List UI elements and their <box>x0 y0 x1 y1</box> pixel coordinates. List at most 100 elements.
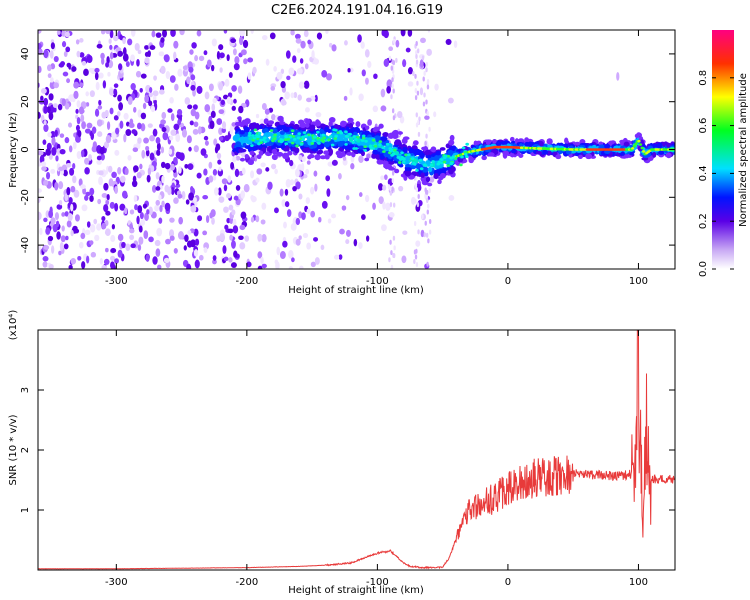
spectrogram-cell <box>77 130 82 138</box>
spectrogram-cell <box>366 153 371 159</box>
spectrogram-cell <box>383 30 389 39</box>
spectrogram-cell <box>216 51 221 60</box>
spectrogram-cell <box>619 139 626 144</box>
spectrogram-cell <box>135 70 142 78</box>
x-tick-label: -200 <box>236 276 259 287</box>
spectrogram-cell <box>321 133 326 137</box>
spectrogram-cell <box>256 154 262 160</box>
spectrogram-cell <box>164 162 171 170</box>
spectrogram-cell <box>423 92 426 98</box>
spectrogram-cell <box>634 142 638 146</box>
spectrogram-cell <box>351 141 356 144</box>
spectrogram-cell <box>192 104 198 110</box>
spectrogram-cell <box>235 121 240 126</box>
spectrogram-cell <box>271 163 277 170</box>
spectrogram-cell <box>66 187 71 196</box>
spectrogram-cell <box>154 204 160 212</box>
spectrogram-cell <box>163 257 170 263</box>
colorbar-label: Normalized spectral amplitude <box>738 73 749 227</box>
spectrogram-cell <box>81 261 86 269</box>
spectrogram-cell <box>232 225 239 234</box>
spectrogram-cell <box>263 140 267 144</box>
spectrogram-cell <box>423 164 428 168</box>
spectrogram-cell <box>333 137 338 140</box>
spectrogram-cell <box>144 94 149 103</box>
spectrogram-cell <box>297 132 301 136</box>
spectrogram-cell <box>407 30 413 37</box>
spectrogram-cell <box>222 245 227 254</box>
spectrogram-cell <box>352 135 357 138</box>
spectrogram-cell <box>72 163 76 170</box>
spectrogram-cell <box>380 88 386 98</box>
spectrogram-cell <box>355 121 361 128</box>
spectrogram-cell <box>285 178 291 188</box>
spectrogram-cell <box>218 196 225 203</box>
spectrogram-cell <box>316 136 320 140</box>
y-tick-label: 3 <box>20 387 31 393</box>
spectrogram-cell <box>358 155 364 163</box>
spectrogram-cell <box>419 59 424 68</box>
spectrogram-cell <box>133 106 137 113</box>
spectrogram-cell <box>640 146 644 150</box>
spectrogram-cell <box>273 133 277 137</box>
spectrogram-cell <box>425 176 431 183</box>
spectrogram-cell <box>285 50 291 59</box>
spectrogram-cell <box>391 108 395 114</box>
spectrogram-cell <box>139 163 143 170</box>
spectrogram-cell <box>320 244 325 250</box>
spectrogram-cell <box>182 65 188 71</box>
spectrogram-cell <box>426 209 429 215</box>
spectrogram-cell <box>50 168 56 174</box>
spectrogram-cell <box>83 68 89 77</box>
spectrogram-cell <box>306 208 311 214</box>
spectrogram-cell <box>263 132 270 138</box>
colorbar-tick-label: 0.4 <box>698 165 709 181</box>
spectrogram-cell <box>451 155 456 159</box>
spectrogram-cell <box>105 135 112 144</box>
spectrogram-cell <box>61 30 66 37</box>
spectrogram-cell <box>385 202 391 211</box>
spectrogram-cell <box>473 140 478 146</box>
spectrogram-cell <box>400 155 404 159</box>
spectrogram-cell <box>276 125 284 131</box>
spectrogram-cell <box>401 255 407 264</box>
spectrogram-cells <box>38 30 675 269</box>
spectrogram-cell <box>392 115 396 121</box>
x-tick-label: -100 <box>366 577 389 588</box>
spectrogram-cell <box>155 248 161 257</box>
spectrogram-cell <box>284 142 289 146</box>
spectrogram-cell <box>107 71 111 77</box>
spectrogram-cell <box>109 201 115 209</box>
spectrogram-cell <box>405 47 411 53</box>
spectrogram-cell <box>230 38 237 44</box>
spectrogram-cell <box>140 218 146 226</box>
spectrogram-cell <box>62 169 68 177</box>
spectrogram-cell <box>160 37 165 43</box>
spectrogram-cell <box>79 38 84 43</box>
spectrogram-cell <box>106 194 110 201</box>
spectrogram-cell <box>169 97 174 104</box>
spectrogram-cell <box>429 163 434 167</box>
spectrogram-cell <box>527 141 534 148</box>
spectrogram-cell <box>259 141 264 144</box>
colorbar: 0.0 0.2 0.4 0.6 0.8 Normalized spectral ampl… <box>698 30 749 277</box>
spectrogram-cell <box>177 193 183 199</box>
spectrogram-cell <box>86 221 91 228</box>
spectrogram-cell <box>109 52 114 60</box>
snr-background <box>38 330 675 570</box>
spectrogram-cell <box>279 121 286 126</box>
spectrogram-cell <box>72 175 77 184</box>
spectrogram-cell <box>165 70 171 80</box>
spectrogram-cell <box>73 90 79 100</box>
spectrogram-cell <box>230 262 237 269</box>
spectrogram-cell <box>604 143 611 149</box>
spectrogram-cell <box>240 49 247 56</box>
spectrogram-cell <box>417 229 420 235</box>
spectrogram-cell <box>313 135 317 139</box>
spectrogram-cell <box>373 73 378 80</box>
spectrogram-cell <box>239 36 244 46</box>
spectrogram-cell <box>192 88 196 97</box>
spectrogram-cell <box>637 139 641 143</box>
spectrogram-cell <box>284 201 290 208</box>
spectrogram-cell <box>101 57 105 65</box>
